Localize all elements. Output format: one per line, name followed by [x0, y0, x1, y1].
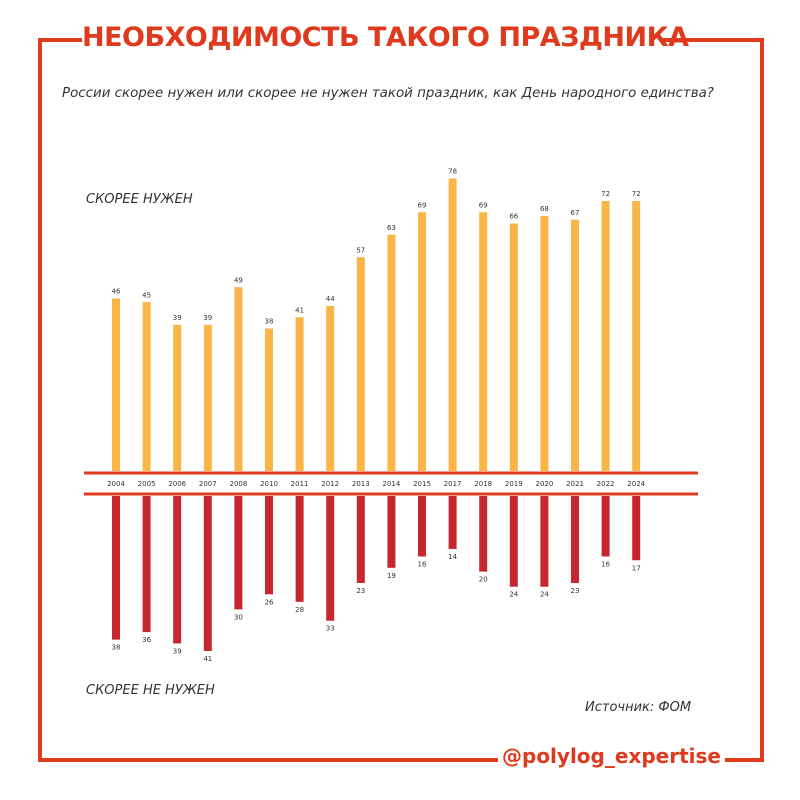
tick-label-2021: 2021 [566, 480, 584, 488]
tick-label-2019: 2019 [505, 480, 523, 488]
bar-positive-2014 [387, 234, 396, 471]
bar-positive-2011 [295, 317, 304, 471]
tick-label-2014: 2014 [382, 480, 400, 488]
page-title: НЕОБХОДИМОСТЬ ТАКОГО ПРАЗДНИКА [82, 22, 689, 53]
label-negative-2008: 30 [234, 613, 243, 621]
label-negative-2020: 24 [540, 591, 549, 599]
author-handle[interactable]: @polylog_expertise [498, 744, 725, 768]
label-negative-2015: 16 [418, 560, 427, 568]
label-positive-2005: 45 [142, 291, 151, 299]
label-positive-2015: 69 [418, 201, 427, 209]
bar-negative-2006 [173, 496, 182, 644]
bar-positive-2018 [479, 212, 488, 471]
bar-negative-2010 [265, 496, 273, 595]
label-negative-2006: 39 [173, 647, 182, 655]
bar-negative-2012 [326, 496, 335, 621]
bar-positive-2013 [356, 257, 365, 471]
label-positive-2022: 72 [601, 190, 610, 198]
label-negative-2010: 26 [265, 598, 274, 606]
tick-label-2013: 2013 [352, 480, 370, 488]
bar-negative-2013 [356, 496, 365, 583]
label-negative-2019: 24 [509, 591, 518, 599]
legend-negative: СКОРЕЕ НЕ НУЖЕН [86, 683, 215, 698]
source-note: Источник: ФОМ [585, 700, 692, 715]
bar-positive-2010 [265, 328, 273, 471]
bar-positive-2015 [418, 212, 426, 471]
label-negative-2014: 19 [387, 572, 396, 580]
tick-label-2008: 2008 [229, 480, 247, 488]
bar-positive-2022 [601, 201, 610, 471]
tick-label-2005: 2005 [138, 480, 156, 488]
bar-negative-2024 [632, 496, 641, 561]
bar-positive-2021 [571, 219, 579, 471]
bar-negative-2011 [295, 496, 304, 602]
tick-label-2018: 2018 [474, 480, 492, 488]
bar-negative-2018 [479, 496, 488, 572]
label-positive-2021: 67 [571, 209, 580, 217]
label-positive-2019: 66 [509, 213, 518, 221]
label-negative-2007: 41 [203, 655, 212, 663]
label-positive-2011: 41 [295, 306, 304, 314]
bar-positive-2019 [509, 223, 518, 471]
label-negative-2011: 28 [295, 606, 304, 614]
bar-negative-2007 [203, 496, 212, 651]
label-positive-2020: 68 [540, 205, 549, 213]
bar-negative-2019 [509, 496, 518, 587]
tick-label-2020: 2020 [535, 480, 553, 488]
tick-label-2015: 2015 [413, 480, 431, 488]
label-positive-2004: 46 [112, 288, 121, 296]
label-positive-2018: 69 [479, 201, 488, 209]
bar-positive-2005 [142, 302, 151, 471]
bar-negative-2008 [234, 496, 243, 610]
bar-positive-2024 [632, 201, 641, 471]
tick-label-2007: 2007 [199, 480, 217, 488]
tick-label-2006: 2006 [168, 480, 186, 488]
bar-negative-2005 [142, 496, 151, 633]
label-negative-2004: 38 [112, 644, 121, 652]
bar-negative-2017 [448, 496, 457, 549]
label-positive-2024: 72 [632, 190, 641, 198]
bar-positive-2017 [448, 178, 457, 471]
legend-positive: СКОРЕЕ НУЖЕН [86, 192, 193, 207]
label-positive-2006: 39 [173, 314, 182, 322]
label-positive-2007: 39 [203, 314, 212, 322]
label-positive-2017: 78 [448, 168, 457, 176]
tick-label-2017: 2017 [444, 480, 462, 488]
bar-negative-2004 [112, 496, 120, 640]
tick-label-2012: 2012 [321, 480, 339, 488]
bar-positive-2006 [173, 324, 182, 471]
bar-positive-2020 [540, 216, 549, 471]
bar-positive-2012 [326, 306, 335, 471]
bar-negative-2015 [418, 496, 426, 557]
tick-label-2024: 2024 [627, 480, 645, 488]
bar-negative-2020 [540, 496, 549, 587]
bar-negative-2022 [601, 496, 610, 557]
label-negative-2013: 23 [356, 587, 365, 595]
label-positive-2008: 49 [234, 276, 243, 284]
bar-negative-2014 [387, 496, 396, 568]
label-positive-2014: 63 [387, 224, 396, 232]
bars-group: 46 38 2004 45 36 2005 39 39 2006 39 41 2007 49 30 2008… [107, 168, 646, 663]
tick-label-2010: 2010 [260, 480, 278, 488]
label-positive-2012: 44 [326, 295, 335, 303]
bar-positive-2004 [112, 298, 120, 471]
label-negative-2017: 14 [448, 553, 457, 561]
bar-positive-2008 [234, 287, 243, 471]
chart-subtitle: России скорее нужен или скорее не нужен … [62, 86, 714, 101]
label-negative-2005: 36 [142, 636, 151, 644]
label-negative-2021: 23 [571, 587, 580, 595]
label-positive-2010: 38 [265, 318, 274, 326]
bar-negative-2021 [571, 496, 579, 583]
tick-label-2011: 2011 [291, 480, 309, 488]
tick-label-2022: 2022 [597, 480, 615, 488]
label-negative-2018: 20 [479, 576, 488, 584]
label-negative-2022: 16 [601, 560, 610, 568]
label-negative-2012: 33 [326, 625, 335, 633]
tick-label-2004: 2004 [107, 480, 125, 488]
label-positive-2013: 57 [356, 246, 365, 254]
label-negative-2024: 17 [632, 564, 641, 572]
bar-positive-2007 [203, 324, 212, 471]
